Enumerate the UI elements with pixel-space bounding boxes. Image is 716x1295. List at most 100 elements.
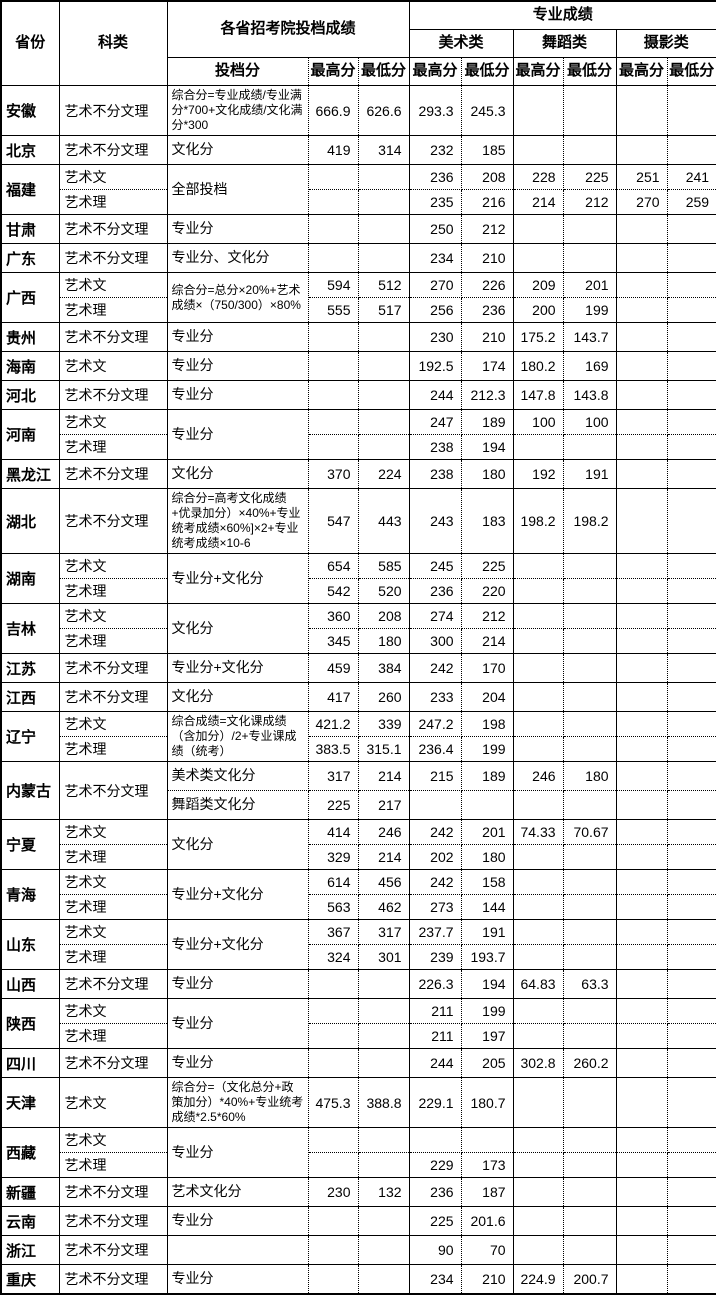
score-cell: 225 (409, 1206, 462, 1236)
score-cell: 339 (358, 711, 410, 737)
score-cell: 229.1 (409, 1077, 462, 1128)
score-cell: 198.2 (513, 488, 564, 554)
formula-cell: 专业分 (167, 998, 309, 1049)
score-cell: 211 (409, 998, 462, 1024)
province-cell: 云南 (1, 1206, 60, 1236)
category-cell: 艺术不分文理 (59, 653, 168, 683)
score-cell (667, 1048, 716, 1078)
score-cell (616, 297, 668, 323)
table-row: 云南 艺术不分文理 专业分 225 201.6 (1, 1206, 716, 1236)
table-row: 艺术理 563 462 273 144 (1, 894, 716, 920)
score-cell (308, 434, 359, 460)
score-cell (616, 214, 668, 244)
table-row: 江西 艺术不分文理 文化分 417 260 233 204 (1, 682, 716, 712)
score-cell (513, 135, 564, 165)
score-cell: 175.2 (513, 322, 564, 352)
province-cell: 江苏 (1, 653, 60, 683)
score-cell (667, 790, 716, 820)
score-cell (616, 998, 668, 1024)
table-row: 艺术理 555 517 256 236 200 199 (1, 297, 716, 323)
score-cell: 208 (358, 603, 410, 629)
score-cell: 180 (461, 844, 514, 870)
score-cell (513, 1023, 564, 1049)
score-cell (308, 351, 359, 381)
score-cell: 197 (461, 1023, 514, 1049)
score-cell (513, 434, 564, 460)
score-cell: 260.2 (563, 1048, 617, 1078)
header-min: 最低分 (563, 57, 617, 86)
score-cell: 247.2 (409, 711, 462, 737)
score-cell (513, 919, 564, 945)
score-cell: 100 (513, 409, 564, 435)
score-cell (667, 434, 716, 460)
score-cell (667, 1177, 716, 1207)
province-cell: 天津 (1, 1077, 60, 1128)
score-cell (616, 409, 668, 435)
score-cell: 174 (461, 351, 514, 381)
score-cell: 237.7 (409, 919, 462, 945)
score-cell: 443 (358, 488, 410, 554)
score-cell: 563 (308, 894, 359, 920)
score-cell: 225 (563, 164, 617, 190)
table-row: 河南 艺术文 专业分 247 189 100 100 (1, 409, 716, 460)
province-cell: 北京 (1, 135, 60, 165)
score-cell (616, 1077, 668, 1128)
category-cell: 艺术不分文理 (59, 488, 168, 554)
score-cell: 329 (308, 844, 359, 870)
score-cell (616, 736, 668, 762)
score-cell: 200.7 (563, 1264, 617, 1295)
score-cell (358, 189, 410, 215)
header-max: 最高分 (616, 57, 668, 86)
score-cell (616, 322, 668, 352)
formula-cell (167, 1235, 309, 1265)
score-cell: 317 (308, 761, 359, 791)
header-max: 最高分 (409, 57, 462, 86)
score-cell: 194 (461, 969, 514, 999)
score-cell: 170 (461, 653, 514, 683)
score-cell (616, 380, 668, 410)
score-cell: 315.1 (358, 736, 410, 762)
province-cell: 河南 (1, 409, 60, 460)
score-cell: 214 (358, 761, 410, 791)
score-cell: 242 (409, 653, 462, 683)
formula-cell: 专业分+文化分 (167, 869, 309, 920)
score-cell: 555 (308, 297, 359, 323)
score-cell: 250 (409, 214, 462, 244)
score-cell: 345 (308, 628, 359, 654)
score-cell: 383.5 (308, 736, 359, 762)
formula-cell: 艺术文化分 (167, 1177, 309, 1207)
score-cell (308, 214, 359, 244)
score-cell: 244 (409, 1048, 462, 1078)
score-cell: 199 (461, 998, 514, 1024)
category-cell: 艺术不分文理 (59, 243, 168, 273)
score-cell (308, 1206, 359, 1236)
score-cell (563, 1023, 617, 1049)
province-cell: 甘肃 (1, 214, 60, 244)
score-cell (563, 553, 617, 579)
category-cell: 艺术不分文理 (59, 682, 168, 712)
score-cell: 191 (563, 459, 617, 489)
score-cell (513, 1077, 564, 1128)
score-cell: 475.3 (308, 1077, 359, 1128)
table-row: 江苏 艺术不分文理 专业分+文化分 459 384 242 170 (1, 653, 716, 683)
score-cell (563, 944, 617, 970)
score-cell (358, 409, 410, 435)
formula-cell: 文化分 (167, 135, 309, 165)
score-cell (308, 189, 359, 215)
province-cell: 黑龙江 (1, 459, 60, 489)
score-cell (563, 894, 617, 920)
score-cell: 180 (358, 628, 410, 654)
score-cell: 204 (461, 682, 514, 712)
province-cell: 吉林 (1, 603, 60, 654)
score-cell: 236 (409, 578, 462, 604)
table-row: 湖南 艺术文 专业分+文化分 654 585 245 225 (1, 553, 716, 604)
score-cell: 189 (461, 761, 514, 791)
score-cell: 100 (563, 409, 617, 435)
formula-cell: 美术类文化分 (167, 761, 309, 791)
score-cell: 192.5 (409, 351, 462, 381)
table-row: 湖北 艺术不分文理 综合分=高考文化成绩+优录加分）×40%+专业统考成绩×60%]… (1, 488, 716, 554)
formula-cell: 舞蹈类文化分 (167, 790, 309, 820)
score-cell: 224.9 (513, 1264, 564, 1295)
score-cell: 187 (461, 1177, 514, 1207)
formula-cell: 专业分 (167, 214, 309, 244)
